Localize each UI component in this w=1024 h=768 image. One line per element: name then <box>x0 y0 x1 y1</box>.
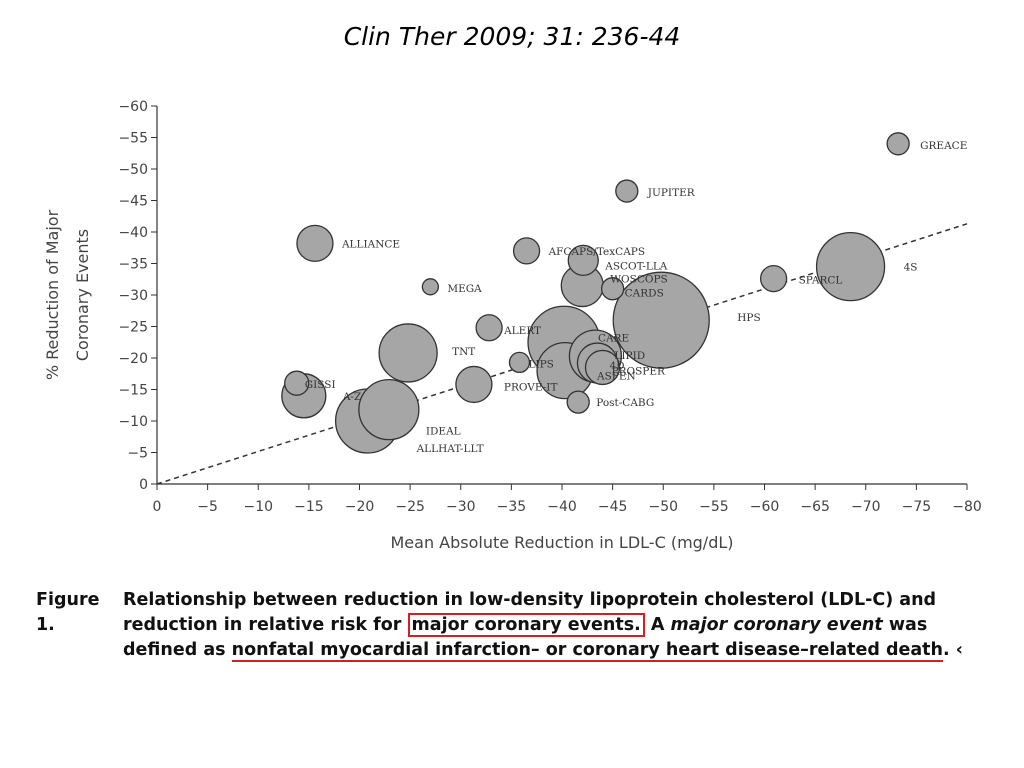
bubble-sparcl <box>759 264 788 293</box>
x-tick-label: −40 <box>547 499 577 515</box>
y-tick-label: −15 <box>118 383 148 399</box>
y-tick-label: −10 <box>118 414 148 430</box>
y-tick-label: −20 <box>118 351 148 367</box>
x-tick-label: −45 <box>598 499 628 515</box>
bubble-label-post-cabg: Post-CABG <box>596 397 654 409</box>
bubble-lips <box>508 351 531 374</box>
bubble-label-jupiter: JUPITER <box>647 187 696 199</box>
x-tick-label: −10 <box>243 499 273 515</box>
x-tick-label: −70 <box>851 499 881 515</box>
bubble-label-a-z: A-Z <box>342 391 361 403</box>
bubble-greace <box>886 132 910 156</box>
bubble-jupiter <box>615 179 639 203</box>
bubble-gissi <box>284 370 310 396</box>
y-tick-label: −25 <box>118 320 148 336</box>
bubble-label-layer: GREACE JUPITER ALLIANCE AFCAPS/TexCAPS ASCOT… <box>305 140 968 455</box>
bubble-label-gissi: GISSI <box>305 379 336 391</box>
y-tick-label: −60 <box>118 99 148 115</box>
x-tick-label: −35 <box>497 499 527 515</box>
x-tick-label: −55 <box>699 499 729 515</box>
bubble-label-care: CARE <box>598 332 629 344</box>
x-tick-label: −80 <box>952 499 982 515</box>
bubble-alert <box>475 314 503 342</box>
bubble-label-ascot-lla: ASCOT-LLA <box>604 260 668 272</box>
caption-part4: . ‹ <box>943 640 963 660</box>
y-tick-label: −55 <box>118 131 148 147</box>
x-tick-label: −5 <box>197 499 218 515</box>
bubble-ascot-lla <box>567 244 599 277</box>
bubble-label-tnt: TNT <box>452 346 475 358</box>
bubble-label-alert: ALERT <box>503 325 541 337</box>
bubble-label-prosper: PROSPER <box>612 365 667 377</box>
bubble-label-allhat-llt: ALLHAT-LLT <box>416 443 484 455</box>
caption-underlined-phrase: nonfatal myocardial infarction– or coron… <box>231 640 944 662</box>
y-tick-label: −40 <box>118 225 148 241</box>
caption-boxed-phrase: major coronary events. <box>407 613 645 637</box>
x-tick-label: −50 <box>648 499 678 515</box>
bubble-label-lips: LIPS <box>528 358 553 370</box>
y-tick-label: 0 <box>139 477 148 493</box>
bubble-alliance <box>296 224 334 262</box>
figure-text: Relationship between reduction in low-de… <box>123 588 1001 663</box>
bubble-label-4d: 4D <box>609 360 624 372</box>
y-tick-label: −50 <box>118 162 148 178</box>
bubble-4s <box>815 231 886 302</box>
bubble-mega <box>421 278 440 296</box>
x-tick-label: −75 <box>902 499 932 515</box>
caption-italic: major coronary event <box>670 615 883 635</box>
chart-axes: 0 −5 −10 −15 −20 −25 −30 −35 −40 −45 −50 −55 −60 −65−… <box>118 99 981 515</box>
caption-part3: was defined as <box>123 615 928 660</box>
bubble-label-woscops: WOSCOPS <box>610 274 668 286</box>
figure-label: Figure 1. <box>36 590 100 635</box>
x-tick-label: −15 <box>294 499 324 515</box>
y-axis-label: % Reduction of Major Coronary Events <box>43 209 92 380</box>
x-axis-label: Mean Absolute Reduction in LDL-C (mg/dL) <box>390 533 733 552</box>
bubble-label-4s: 4S <box>904 262 918 274</box>
x-tick-label: −20 <box>345 499 375 515</box>
y-tick-label: −5 <box>127 446 148 462</box>
y-tick-label: −45 <box>118 194 148 210</box>
bubble-layer <box>281 132 910 454</box>
y-axis-label-line2: Coronary Events <box>73 229 92 361</box>
y-axis-label-line1: % Reduction of Major <box>43 209 62 380</box>
bubble-afcaps-texcaps <box>512 237 541 265</box>
bubble-label-mega: MEGA <box>447 283 482 295</box>
x-tick-label: −60 <box>750 499 780 515</box>
figure-caption: Figure 1. Relationship between reduction … <box>36 588 1006 663</box>
x-tick-label: 0 <box>153 499 162 515</box>
caption-part2: A <box>644 615 671 635</box>
bubble-chart: 0 −5 −10 −15 −20 −25 −30 −35 −40 −45 −50 −55 −60 −65−… <box>43 99 982 552</box>
bubble-label-afcaps-texcaps: AFCAPS/TexCAPS <box>548 246 645 258</box>
bubble-tnt <box>378 323 438 383</box>
bubble-label-sparcl: SPARCL <box>799 275 843 287</box>
bubble-label-ideal: IDEAL <box>426 426 461 438</box>
caption-part1: Relationship between reduction in low-de… <box>123 590 937 635</box>
x-tick-label: −25 <box>395 499 425 515</box>
bubble-label-aspen: ASPEN <box>596 371 636 383</box>
slide-title: Clin Ther 2009; 31: 236-44 <box>343 22 681 51</box>
x-tick-label: −30 <box>446 499 476 515</box>
bubble-prove-it <box>455 365 493 404</box>
bubble-label-prove-it: PROVE-IT <box>504 381 558 393</box>
x-tick-label: −65 <box>800 499 830 515</box>
y-tick-label: −30 <box>118 288 148 304</box>
bubble-label-cards: CARDS <box>625 288 664 300</box>
bubble-hps <box>612 271 710 369</box>
bubble-label-alliance: ALLIANCE <box>341 238 400 250</box>
y-tick-label: −35 <box>118 257 148 273</box>
bubble-ideal <box>358 379 420 441</box>
bubble-label-greace: GREACE <box>920 140 967 152</box>
bubble-prosper <box>584 349 621 386</box>
bubble-post-cabg <box>566 390 590 414</box>
bubble-cards <box>600 277 625 301</box>
bubble-label-lipid: LIPID <box>614 350 645 362</box>
bubble-label-hps: HPS <box>737 312 760 324</box>
